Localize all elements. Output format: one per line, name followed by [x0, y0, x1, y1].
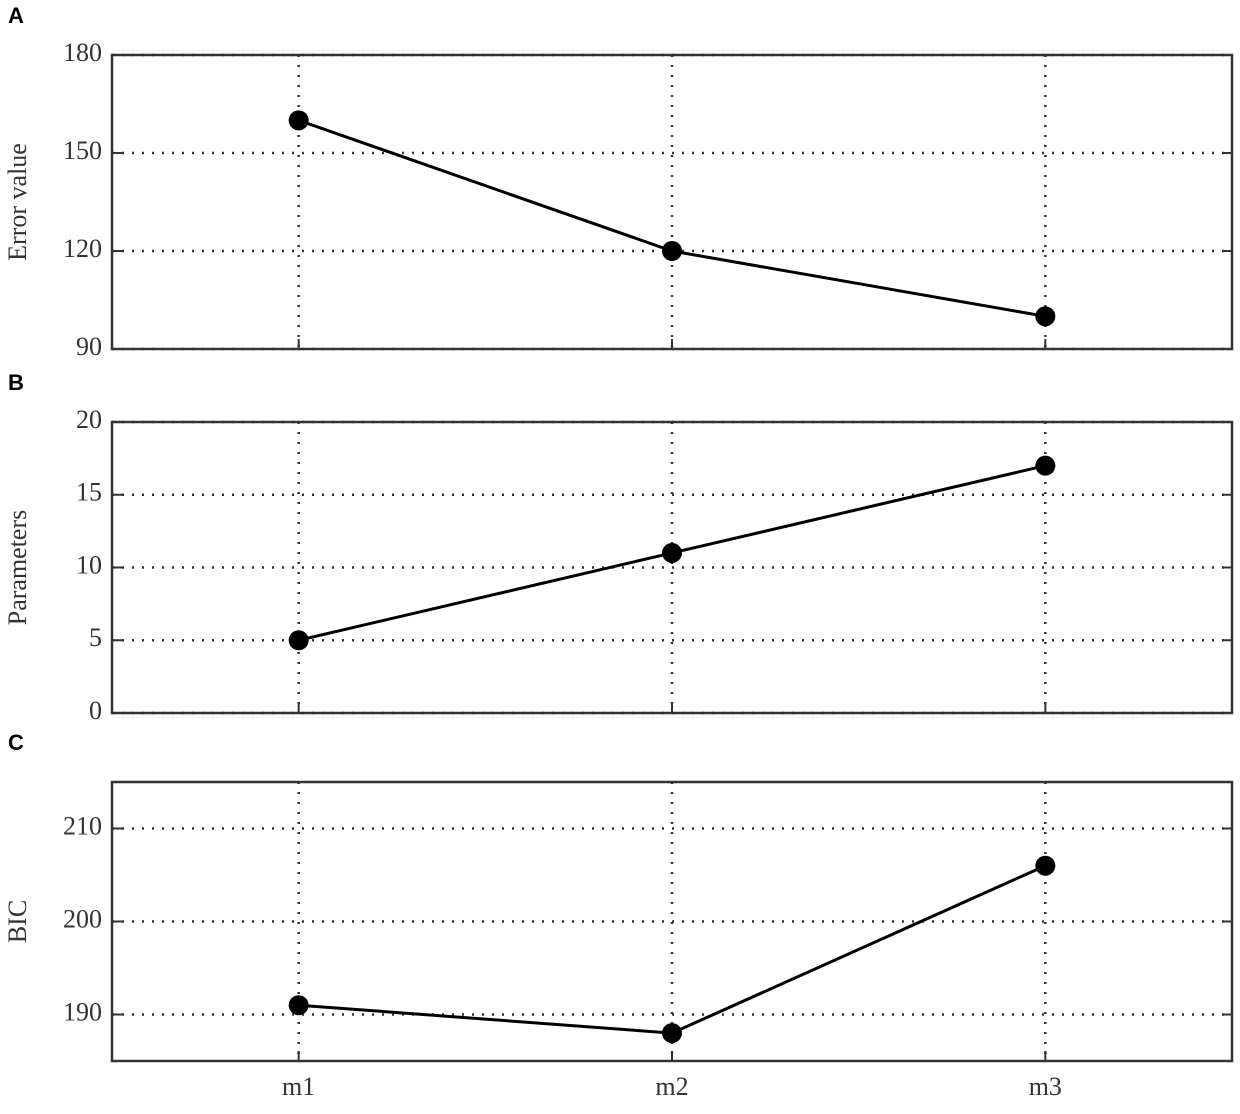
y-tick-label: 210 — [63, 811, 102, 840]
y-tick-label: 20 — [76, 405, 102, 434]
data-point — [1035, 455, 1056, 476]
y-tick-label: 5 — [89, 623, 102, 652]
plot-frame — [110, 53, 1234, 351]
y-axis-label: Error value — [3, 143, 32, 261]
data-point — [288, 630, 309, 651]
panel-label: C — [8, 730, 24, 755]
data-point — [288, 995, 309, 1016]
data-point — [662, 241, 682, 261]
y-tick-label: 0 — [89, 696, 102, 725]
plot-frame — [110, 780, 1234, 1063]
data-point — [662, 1023, 682, 1044]
y-tick-label: 180 — [63, 38, 102, 67]
y-tick-label: 150 — [63, 136, 102, 165]
y-tick-label: 120 — [63, 234, 102, 263]
y-tick-label: 15 — [76, 478, 102, 507]
y-tick-label: 200 — [63, 904, 102, 933]
data-point — [662, 542, 682, 563]
x-tick-label: m1 — [282, 1072, 315, 1101]
y-tick-label: 90 — [76, 332, 102, 361]
x-tick-label: m2 — [655, 1072, 688, 1101]
plot-frame — [110, 420, 1234, 715]
y-tick-label: 190 — [63, 997, 102, 1026]
data-line — [298, 864, 1046, 1035]
data-point — [1035, 306, 1056, 327]
y-axis-label: Parameters — [3, 510, 32, 626]
panel-label: A — [8, 3, 24, 28]
x-tick-label: m3 — [1029, 1072, 1062, 1101]
panel-label: B — [8, 370, 24, 395]
data-point — [1035, 855, 1056, 876]
data-point — [288, 110, 309, 131]
y-tick-label: 10 — [76, 550, 102, 579]
y-axis-label: BIC — [3, 900, 32, 943]
